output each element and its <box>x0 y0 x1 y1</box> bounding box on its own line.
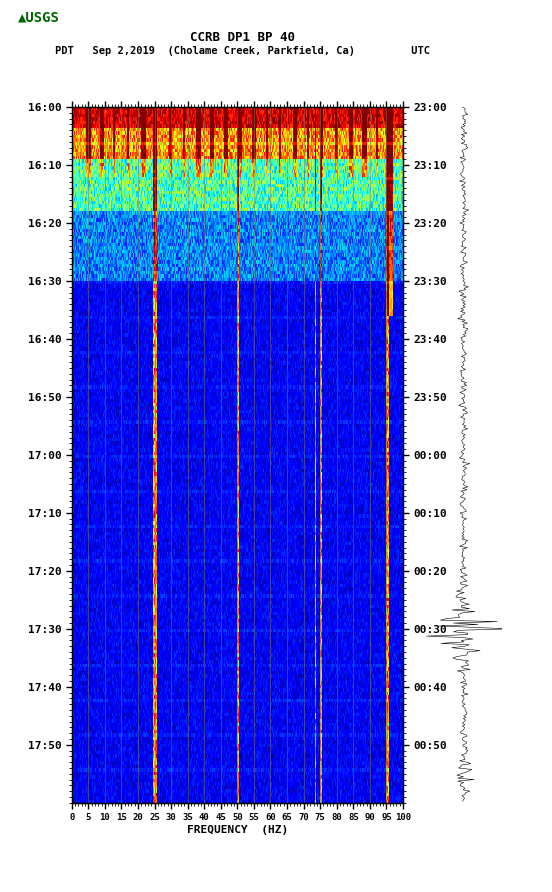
Text: PDT   Sep 2,2019  (Cholame Creek, Parkfield, Ca)         UTC: PDT Sep 2,2019 (Cholame Creek, Parkfield… <box>55 46 431 56</box>
X-axis label: FREQUENCY  (HZ): FREQUENCY (HZ) <box>187 825 288 835</box>
Text: ▲USGS: ▲USGS <box>18 11 60 25</box>
Text: CCRB DP1 BP 40: CCRB DP1 BP 40 <box>190 31 295 45</box>
